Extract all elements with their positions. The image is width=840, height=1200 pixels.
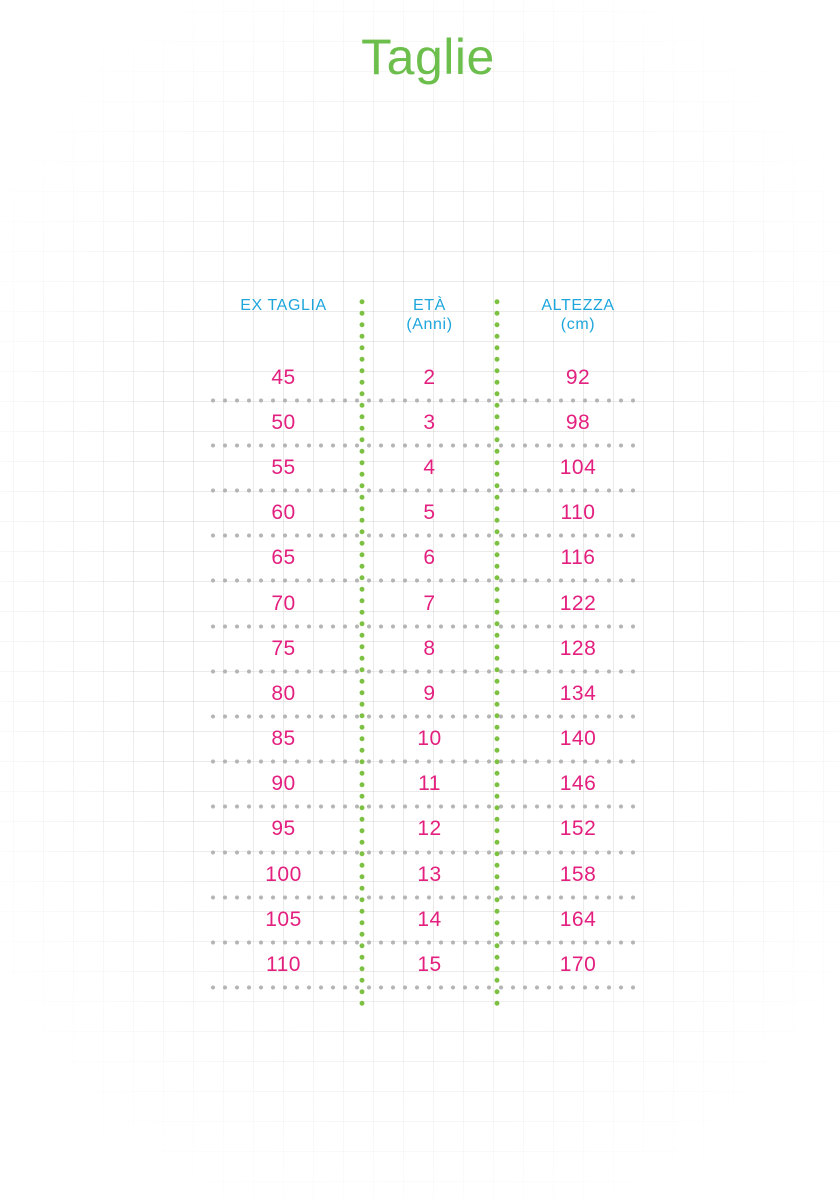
page-title: Taglie (361, 29, 495, 85)
cell-eta: 7 (423, 591, 436, 615)
cell-altezza: 98 (565, 410, 591, 434)
cell-eta: 6 (423, 546, 436, 570)
cell-eta: 8 (423, 636, 436, 660)
cell-ex-taglia: 75 (271, 636, 296, 660)
cell-eta: 10 (417, 727, 442, 751)
column-header-eta: ETÀ (Anni) (362, 296, 497, 334)
cell-eta: 14 (417, 907, 442, 931)
row-separator-dotted-line (205, 714, 635, 719)
row-separator-dotted-line (205, 397, 635, 403)
row-separator-dotted-line (205, 759, 635, 765)
row-separator-dotted-line (205, 668, 635, 674)
cell-eta: 3 (423, 410, 436, 434)
column-separator-dotted-line (494, 296, 500, 1012)
cell-ex-taglia: 45 (271, 365, 296, 389)
row-separator-dotted-line (205, 985, 635, 991)
cell-ex-taglia: 70 (271, 591, 296, 615)
cell-eta: 2 (423, 365, 436, 389)
row-separator-dotted-line (205, 442, 635, 448)
cell-ex-taglia: 100 (265, 862, 302, 886)
column-header-label: EX TAGLIA (240, 297, 327, 314)
column-header-label: ALTEZZA (541, 297, 615, 314)
table-row: 85 10 140 (205, 717, 635, 765)
cell-ex-taglia: 50 (271, 410, 296, 434)
cell-ex-taglia: 60 (271, 501, 296, 525)
cell-altezza: 140 (559, 727, 597, 751)
row-separator-dotted-line (205, 939, 635, 945)
cell-eta: 13 (417, 862, 442, 886)
table-row: 105 14 164 (205, 897, 635, 945)
cell-ex-taglia: 95 (271, 817, 296, 841)
table-row: 80 9 134 (205, 671, 635, 719)
column-header-altezza: ALTEZZA (cm) (497, 296, 635, 334)
row-separator-dotted-line (205, 533, 635, 539)
cell-ex-taglia: 55 (271, 455, 296, 479)
cell-altezza: 152 (559, 817, 597, 841)
row-separator-dotted-line (205, 894, 635, 900)
column-header-label: ETÀ (413, 297, 446, 314)
cell-altezza: 92 (565, 365, 591, 389)
table-body: 45 2 92 50 3 98 55 4 104 60 5 110 65 6 1… (205, 355, 635, 991)
table-header-row: EX TAGLIA ETÀ (Anni) ALTEZZA (cm) (205, 296, 635, 336)
table-row: 75 8 128 (205, 626, 635, 674)
cell-altezza: 146 (559, 772, 597, 796)
cell-altezza: 134 (559, 681, 597, 705)
cell-eta: 4 (423, 455, 436, 479)
table-row: 110 15 170 (205, 942, 635, 991)
cell-ex-taglia: 85 (271, 727, 296, 751)
cell-altezza: 122 (559, 591, 597, 615)
table-row: 50 3 98 (205, 400, 635, 448)
column-header-sublabel: (Anni) (406, 316, 453, 333)
cell-ex-taglia: 80 (271, 681, 296, 705)
table-row: 65 6 116 (205, 536, 635, 584)
cell-eta: 9 (423, 681, 436, 705)
table-row: 45 2 92 (205, 355, 635, 403)
column-header-ex-taglia: EX TAGLIA (205, 296, 362, 315)
row-separator-dotted-line (205, 578, 635, 584)
table-row: 55 4 104 (205, 445, 635, 494)
table-row: 70 7 122 (205, 581, 635, 629)
table-row: 60 5 110 (205, 491, 635, 539)
row-separator-dotted-line (205, 488, 635, 494)
cell-altezza: 116 (560, 546, 596, 570)
table-row: 95 12 152 (205, 807, 635, 855)
cell-altezza: 104 (559, 455, 597, 479)
cell-eta: 5 (423, 501, 436, 525)
cell-altezza: 164 (559, 907, 597, 931)
cell-ex-taglia: 65 (271, 546, 296, 570)
table-row: 100 13 158 (205, 852, 635, 900)
cell-ex-taglia: 110 (266, 953, 301, 977)
cell-ex-taglia: 90 (271, 772, 296, 796)
row-separator-dotted-line (205, 623, 635, 629)
column-header-sublabel: (cm) (560, 316, 596, 333)
cell-altezza: 110 (560, 501, 596, 525)
cell-eta: 12 (417, 817, 442, 841)
cell-eta: 11 (418, 772, 441, 796)
cell-altezza: 170 (559, 953, 597, 977)
cell-eta: 15 (417, 953, 442, 977)
cell-altezza: 128 (559, 636, 597, 660)
cell-altezza: 158 (559, 862, 597, 886)
cell-ex-taglia: 105 (265, 907, 302, 931)
table-row: 90 11 146 (205, 762, 635, 810)
row-separator-dotted-line (205, 804, 635, 810)
column-separator-dotted-line (359, 296, 365, 1012)
row-separator-dotted-line (205, 849, 635, 855)
